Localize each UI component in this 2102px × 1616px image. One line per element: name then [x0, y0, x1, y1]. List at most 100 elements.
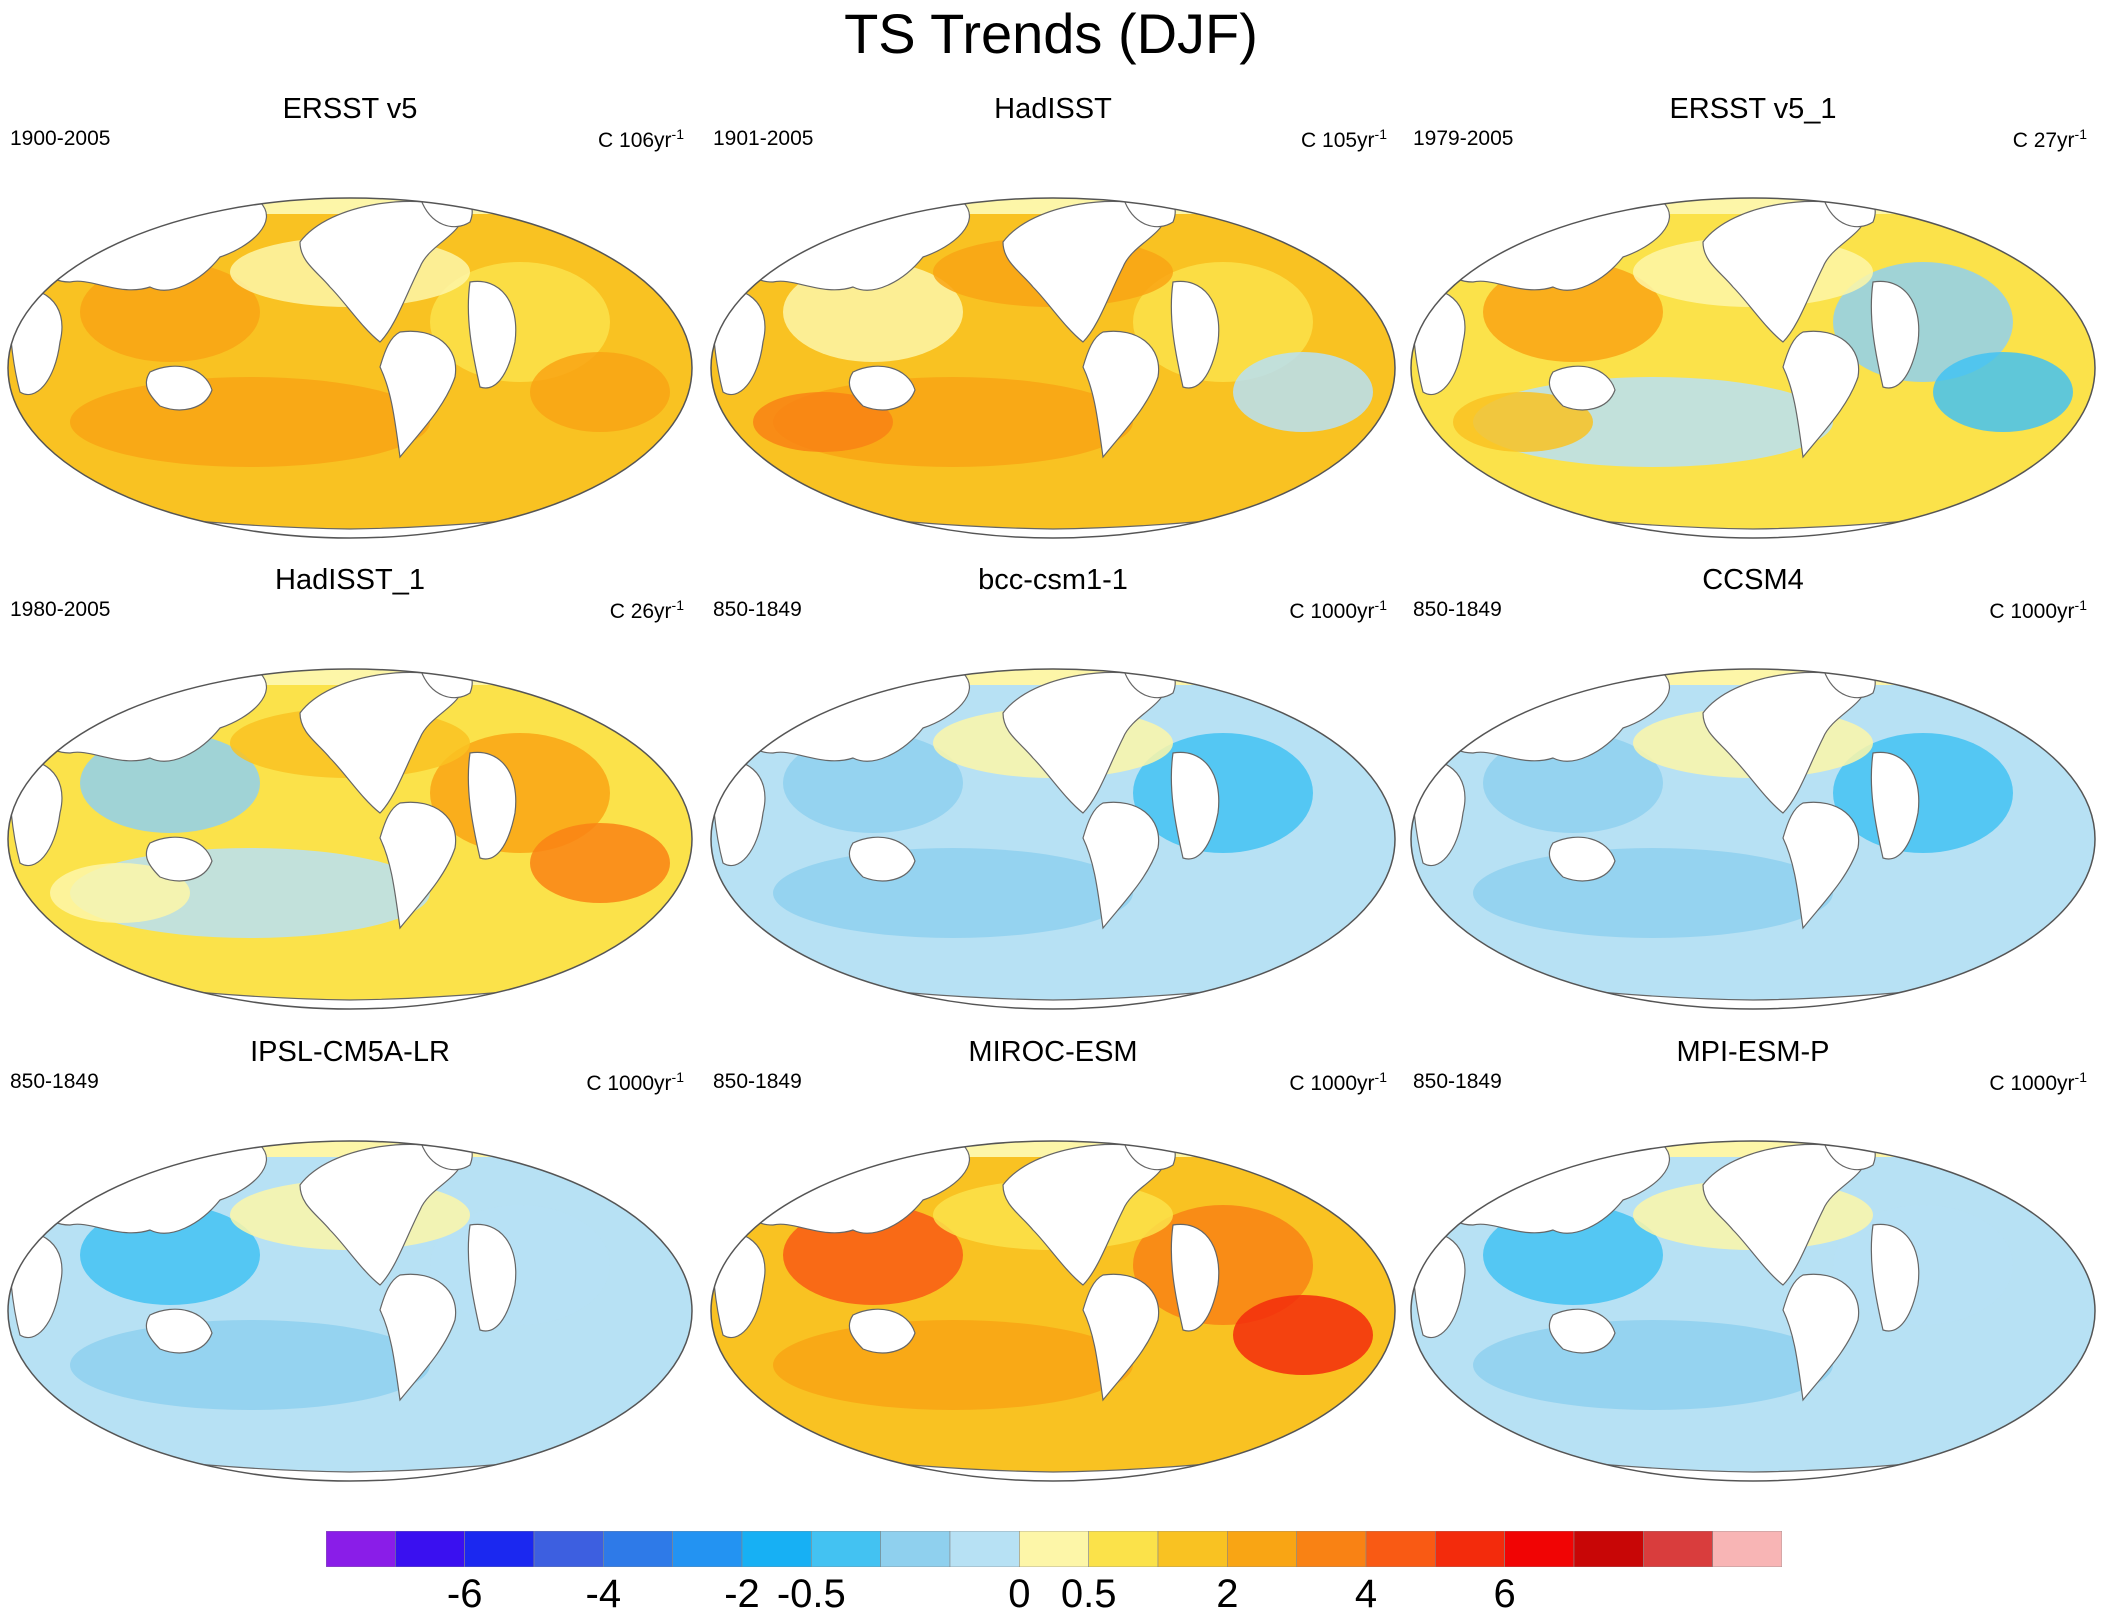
trend-contour [753, 392, 893, 452]
panel-units: C 1000yr-1 [586, 1069, 684, 1095]
map-plot [7, 1140, 693, 1482]
landmass [145, 1308, 213, 1354]
colorbar-swatch [1019, 1531, 1089, 1567]
landmass [1702, 1143, 1866, 1286]
map-panel: HadISST 1901-2005 C 105yr-1 [703, 92, 1403, 562]
landmass [379, 801, 457, 930]
landmass [848, 836, 916, 882]
map-panel: MPI-ESM-P 850-1849 C 1000yr-1 [1403, 1035, 2102, 1505]
panel-period: 1979-2005 [1413, 127, 1514, 150]
map-plot [710, 668, 1396, 1010]
landmass [299, 1143, 463, 1286]
panel-units: C 27yr-1 [2012, 126, 2087, 152]
panel-title: MPI-ESM-P [1676, 1036, 1830, 1068]
landmass [1170, 751, 1220, 860]
trend-contour [773, 1320, 1133, 1410]
colorbar-label: -0.5 [776, 1572, 846, 1616]
figure-title: TS Trends (DJF) [844, 2, 1258, 65]
landmass [1702, 671, 1866, 814]
panel-units: C 26yr-1 [609, 597, 684, 623]
map-panel: bcc-csm1-1 850-1849 C 1000yr-1 [703, 563, 1403, 1033]
map-plot [7, 668, 693, 1010]
colorbar-swatch [1296, 1531, 1367, 1567]
landmass [1782, 1273, 1860, 1402]
panel-units: C 1000yr-1 [1289, 1069, 1387, 1095]
map-panel: MIROC-ESM 850-1849 C 1000yr-1 [703, 1035, 1403, 1505]
colorbar-swatch [395, 1531, 465, 1567]
landmass [1170, 1223, 1220, 1332]
landmass [1082, 330, 1160, 459]
landmass [1870, 280, 1920, 389]
map-plot [7, 197, 693, 539]
colorbar-swatch [1643, 1531, 1713, 1567]
panel-units: C 1000yr-1 [1989, 597, 2087, 623]
panel-title: bcc-csm1-1 [978, 564, 1128, 596]
colorbar-swatch [949, 1531, 1020, 1567]
map-border [7, 1140, 693, 1482]
trend-contour [1473, 848, 1833, 938]
map-border [710, 1140, 1396, 1482]
landmass [1870, 1223, 1920, 1332]
landmass [1782, 801, 1860, 930]
map-panel: ERSST v5_1 1979-2005 C 27yr-1 [1403, 92, 2102, 562]
panel-title: ERSST v5_1 [1669, 93, 1837, 125]
landmass [467, 751, 517, 860]
panel-title: HadISST [994, 93, 1112, 125]
trend-contour [1933, 352, 2073, 432]
landmass [1702, 200, 1866, 343]
map-panel: ERSST v5 1900-2005 C 106yr-1 [0, 92, 700, 562]
map-border [1410, 668, 2096, 1010]
map-border [1410, 197, 2096, 539]
colorbar-swatch [880, 1531, 951, 1567]
trend-contour [773, 848, 1133, 938]
landmass [145, 365, 213, 411]
trend-contour [70, 1320, 430, 1410]
trend-contour [1233, 352, 1373, 432]
colorbar-swatch [533, 1531, 604, 1567]
landmass [1548, 365, 1616, 411]
panel-title: HadISST_1 [275, 564, 425, 596]
colorbar-swatch [741, 1531, 812, 1567]
panel-title: IPSL-CM5A-LR [250, 1036, 450, 1068]
colorbar [326, 1531, 1782, 1567]
landmass [467, 280, 517, 389]
landmass [299, 200, 463, 343]
panel-title: CCSM4 [1702, 564, 1804, 596]
colorbar-swatch [1712, 1531, 1782, 1567]
panel-period: 1901-2005 [713, 127, 814, 150]
landmass [1082, 801, 1160, 930]
landmass [848, 365, 916, 411]
landmass [1782, 330, 1860, 459]
colorbar-swatch [464, 1531, 535, 1567]
panel-units: C 1000yr-1 [1289, 597, 1387, 623]
colorbar-swatch [1157, 1531, 1228, 1567]
panel-period: 850-1849 [1413, 598, 1502, 621]
trend-contour [530, 823, 670, 903]
colorbar-swatch [326, 1531, 396, 1567]
colorbar-label: -2 [724, 1572, 760, 1616]
colorbar-label: 0.5 [1060, 1572, 1117, 1616]
colorbar-swatch [603, 1531, 673, 1567]
landmass [1548, 836, 1616, 882]
landmass [1002, 671, 1166, 814]
map-border [710, 668, 1396, 1010]
map-panel: HadISST_1 1980-2005 C 26yr-1 [0, 563, 700, 1033]
colorbar-label: 4 [1354, 1572, 1378, 1616]
map-border [710, 197, 1396, 539]
landmass [1170, 280, 1220, 389]
map-plot [1410, 668, 2096, 1010]
landmass [1082, 1273, 1160, 1402]
panel-period: 850-1849 [713, 598, 802, 621]
colorbar-swatch [1088, 1531, 1159, 1567]
panel-title: MIROC-ESM [968, 1036, 1138, 1068]
map-border [1410, 1140, 2096, 1482]
trend-contour [530, 352, 670, 432]
landmass [1870, 751, 1920, 860]
colorbar-swatch [672, 1531, 743, 1567]
map-plot [710, 197, 1396, 539]
trend-contour [1233, 1295, 1373, 1375]
panel-units: C 106yr-1 [598, 126, 684, 152]
trend-contour [50, 863, 190, 923]
colorbar-swatch [1227, 1531, 1297, 1567]
landmass [848, 1308, 916, 1354]
